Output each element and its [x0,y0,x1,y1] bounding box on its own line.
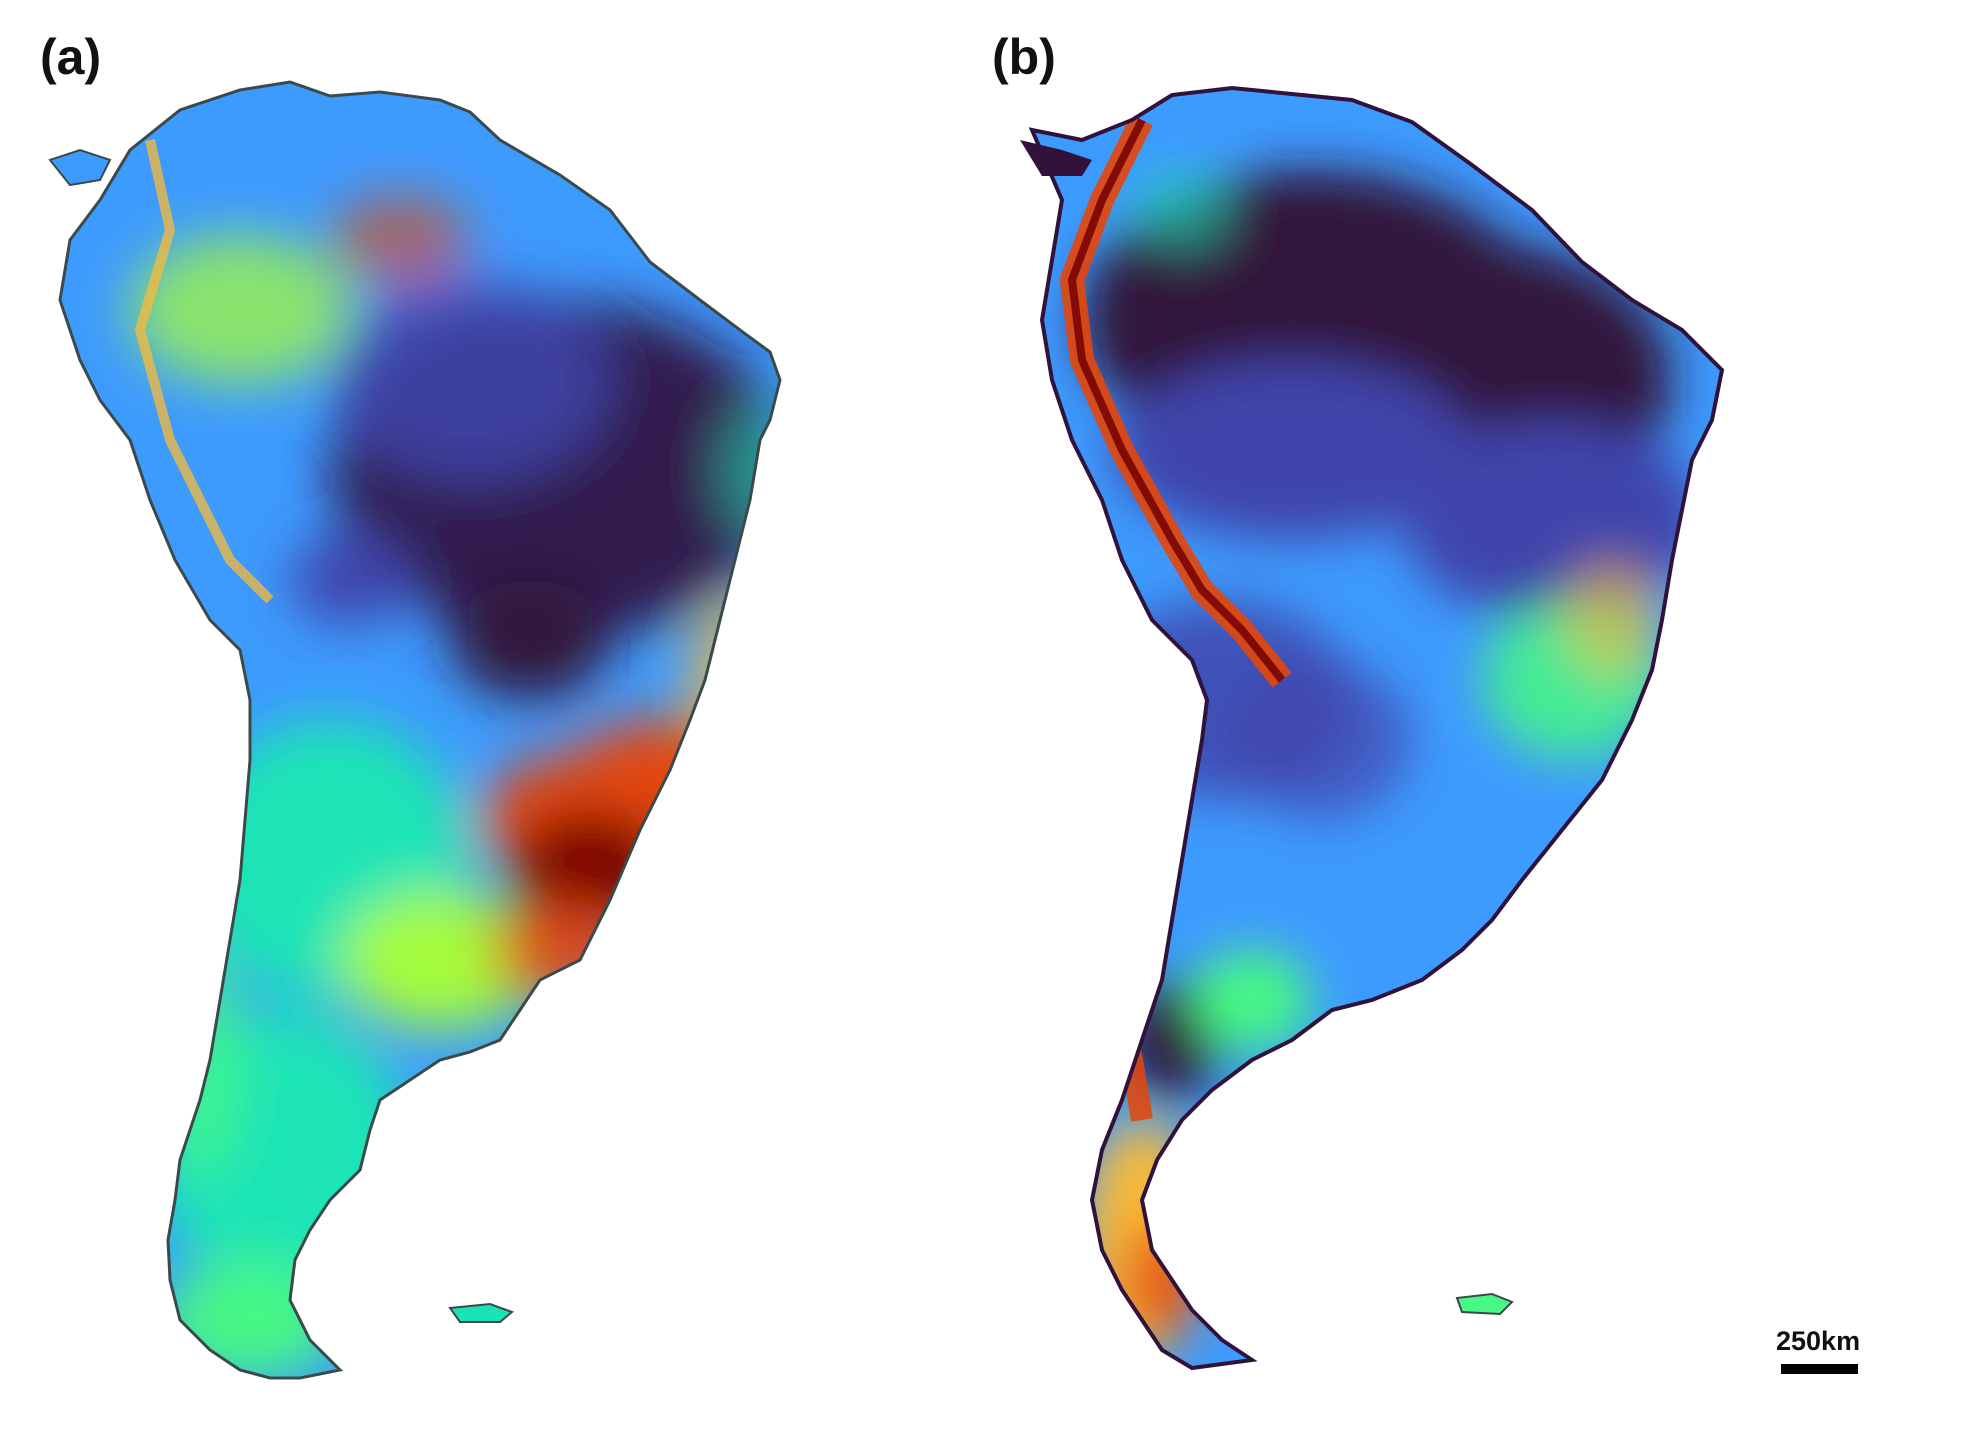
map-b-falkland-islands [1455,1292,1514,1316]
map-b-coastline [1028,85,1725,1371]
panel-b-label: (b) [992,29,1056,85]
map-a-isthmus [48,148,112,187]
map-a-land [60,82,780,1378]
map-b-land [1032,88,1722,1368]
scale-bar-label: 250km [1776,1326,1861,1356]
scale-bar [1781,1364,1858,1374]
map-panel-b [1020,85,1725,1371]
map-a-falkland-islands [448,1302,514,1323]
map-panel-a [48,80,782,1380]
panel-a-label: (a) [40,29,102,85]
map-a-coastline [58,80,782,1380]
map-b-isthmus [1020,140,1092,176]
